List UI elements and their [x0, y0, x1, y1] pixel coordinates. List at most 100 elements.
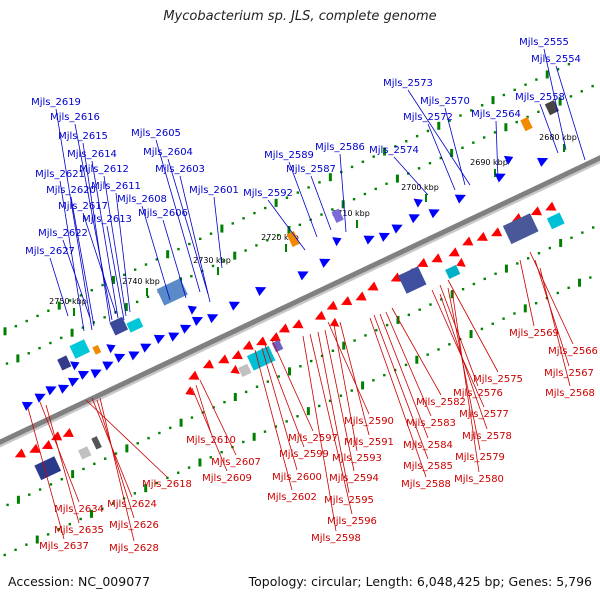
reverse-leader-line: [333, 324, 358, 452]
tick-dot: [144, 263, 148, 266]
forward-leader-line: [141, 205, 171, 301]
tick-dot: [68, 299, 72, 302]
major-tick: [179, 418, 183, 427]
tick-dot: [114, 452, 118, 455]
tick-dot: [57, 528, 61, 531]
tick-dot: [14, 548, 17, 552]
reverse-leader-line: [271, 339, 314, 432]
reverse-gene-label: Mjls_2584: [403, 440, 453, 451]
major-tick: [469, 330, 473, 339]
reverse-gene-label: Mjls_2590: [344, 416, 394, 427]
reverse-leader-line: [195, 384, 212, 434]
tick-dot: [437, 348, 440, 351]
major-tick: [233, 251, 237, 260]
major-tick: [111, 275, 115, 284]
tick-dot: [385, 323, 389, 327]
major-tick: [125, 444, 129, 453]
forward-gene-arrow: [34, 393, 46, 403]
tick-dot: [223, 400, 226, 404]
forward-leader-line: [82, 212, 117, 315]
tick-dot: [580, 90, 583, 93]
tick-dot: [199, 237, 202, 241]
tick-dot: [331, 208, 334, 211]
forward-leader-line: [407, 89, 471, 186]
major-tick: [395, 174, 399, 183]
tick-dot: [3, 553, 6, 557]
tick-dot: [82, 467, 85, 471]
tick-dot: [470, 109, 473, 112]
forward-gene-arrow: [168, 332, 180, 342]
reverse-leader-line: [447, 279, 499, 373]
tick-dot: [394, 145, 397, 148]
forward-gene-label: Mjls_2622: [38, 228, 88, 239]
tick-dot: [244, 249, 247, 252]
tick-dot: [135, 300, 139, 304]
tick-dot: [352, 197, 356, 201]
forward-leader-line: [543, 48, 567, 151]
gene-block: [78, 446, 92, 460]
tick-dot: [177, 247, 180, 251]
major-tick: [415, 355, 419, 364]
forward-leader-line: [59, 180, 85, 332]
tick-dot: [103, 457, 107, 460]
label-leader-lines: [27, 48, 586, 542]
forward-gene-arrow: [319, 258, 331, 268]
reverse-gene-label: Mjls_2626: [109, 520, 159, 531]
tick-dot: [320, 213, 323, 216]
tick-dot: [166, 476, 169, 480]
major-tick: [274, 198, 278, 207]
forward-leader-line: [70, 196, 95, 327]
major-tick: [220, 224, 224, 233]
tick-dot: [385, 182, 388, 185]
tick-dot: [372, 155, 375, 158]
tick-dot: [155, 258, 159, 261]
tick-dot: [187, 466, 191, 469]
tick-dot: [188, 242, 191, 246]
forward-gene-arrow: [503, 155, 514, 165]
tick-dot: [353, 339, 356, 342]
tick-dot: [147, 436, 150, 440]
forward-leader-line: [539, 103, 559, 154]
major-tick: [342, 341, 346, 350]
forward-gene-label: Mjls_2605: [131, 128, 181, 139]
reverse-gene-arrow: [491, 227, 503, 237]
reverse-gene-label: Mjls_2610: [186, 435, 236, 446]
forward-gene-arrow: [228, 301, 241, 311]
reverse-gene-label: Mjls_2567: [544, 368, 594, 379]
tick-dot: [472, 282, 476, 286]
reverse-leader-line: [339, 321, 370, 436]
major-tick: [450, 148, 454, 157]
reverse-gene-arrow: [341, 296, 353, 306]
reverse-gene-arrow: [269, 332, 281, 342]
forward-gene-label: Mjls_2603: [155, 164, 205, 175]
tick-dot: [483, 277, 486, 281]
forward-leader-line: [179, 175, 211, 303]
forward-gene-arrow: [207, 314, 219, 324]
major-tick: [450, 290, 454, 299]
major-tick: [523, 304, 527, 313]
forward-gene-label: Mjls_2611: [91, 181, 141, 192]
forward-gene-label: Mjls_2620: [46, 185, 96, 196]
reverse-gene-label: Mjls_2628: [109, 543, 159, 554]
reverse-gene-arrow: [530, 206, 543, 216]
tick-dot: [448, 119, 451, 122]
gene-block: [271, 339, 284, 353]
reverse-leader-line: [379, 313, 429, 439]
tick-dot: [209, 456, 212, 459]
tick-dot: [266, 239, 269, 242]
tick-dot: [255, 244, 258, 247]
major-tick: [306, 407, 310, 416]
tick-dot: [209, 232, 213, 235]
tick-dot: [537, 110, 540, 114]
tick-dot: [79, 294, 83, 297]
forward-gene-arrow: [413, 198, 423, 208]
forward-gene-label: Mjls_2592: [243, 188, 293, 199]
gene-block: [238, 363, 252, 378]
major-tick: [71, 470, 75, 479]
tick-dot: [493, 131, 497, 134]
tick-dot: [266, 380, 270, 383]
tick-dot: [567, 62, 571, 66]
reverse-gene-label: Mjls_2579: [455, 452, 505, 463]
major-tick: [504, 123, 508, 132]
forward-gene-label: Mjls_2601: [189, 185, 239, 196]
